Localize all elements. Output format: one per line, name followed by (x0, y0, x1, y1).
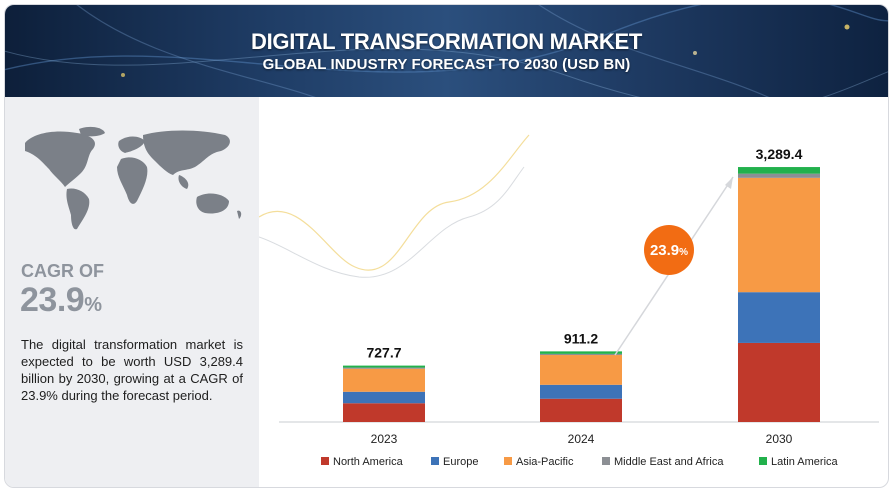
bar-segment-latin-america-2024 (540, 351, 622, 354)
legend-swatch-europe (431, 457, 439, 465)
x-tick-label-2023: 2023 (371, 432, 398, 446)
legend-label-latin-america: Latin America (771, 456, 839, 468)
legend-swatch-latin-america (759, 457, 767, 465)
cagr-unit: % (84, 294, 102, 316)
bar-segment-asia-pacific-2023 (343, 368, 425, 392)
bar-segment-asia-pacific-2024 (540, 355, 622, 385)
banner-decoration (5, 5, 888, 97)
legend-label-asia-pacific: Asia-Pacific (516, 456, 574, 468)
world-map-icon (25, 126, 242, 230)
bar-segment-middle-east-and-africa-2030 (738, 173, 820, 178)
total-label-2023: 727.7 (366, 345, 401, 361)
infographic-frame: DIGITAL TRANSFORMATION MARKET GLOBAL IND… (4, 4, 889, 488)
cagr-callout-text: 23.9% (650, 242, 688, 259)
callout-unit: % (679, 247, 688, 258)
header-banner: DIGITAL TRANSFORMATION MARKET GLOBAL IND… (5, 5, 888, 97)
stacked-bar-chart: 727.7 2023 911.2 2024 3,289.4 2030 23.9% Nort… (259, 134, 879, 468)
x-tick-label-2030: 2030 (766, 432, 793, 446)
bar-segment-asia-pacific-2030 (738, 177, 820, 293)
legend-label-middle-east-and-africa: Middle East and Africa (614, 456, 724, 468)
legend-swatch-asia-pacific (504, 457, 512, 465)
bar-segment-europe-2030 (738, 292, 820, 343)
x-tick-label-2024: 2024 (568, 432, 595, 446)
summary-panel: CAGR OF 23.9% The digital transformation… (5, 97, 259, 487)
cagr-callout-circle (644, 225, 694, 275)
page-title: DIGITAL TRANSFORMATION MARKET (251, 29, 642, 54)
legend-swatch-middle-east-and-africa (602, 457, 610, 465)
bar-segment-middle-east-and-africa-2023 (343, 367, 425, 369)
background-swoosh-2 (259, 166, 525, 278)
callout-number: 23.9 (650, 242, 679, 259)
bar-segment-north-america-2030 (738, 342, 820, 422)
growth-arrow-head (725, 177, 733, 189)
legend-label-north-america: North America (333, 456, 404, 468)
market-description: The digital transformation market is exp… (21, 337, 243, 403)
bar-segment-north-america-2023 (343, 403, 425, 422)
bar-segment-europe-2024 (540, 384, 622, 399)
bar-segment-north-america-2024 (540, 398, 622, 422)
background-swoosh (259, 134, 530, 271)
bar-segment-middle-east-and-africa-2024 (540, 353, 622, 356)
cagr-label: CAGR OF (21, 261, 104, 281)
total-label-2030: 3,289.4 (756, 146, 803, 162)
total-label-2024: 911.2 (564, 330, 598, 346)
cagr-number: 23.9 (20, 281, 85, 319)
legend-label-europe: Europe (443, 456, 478, 468)
page-subtitle: GLOBAL INDUSTRY FORECAST TO 2030 (USD BN… (262, 56, 631, 73)
bar-segment-europe-2023 (343, 391, 425, 404)
legend-swatch-north-america (321, 457, 329, 465)
bar-segment-latin-america-2030 (738, 167, 820, 174)
bar-segment-latin-america-2023 (343, 365, 425, 368)
cagr-value: 23.9% (20, 281, 102, 320)
